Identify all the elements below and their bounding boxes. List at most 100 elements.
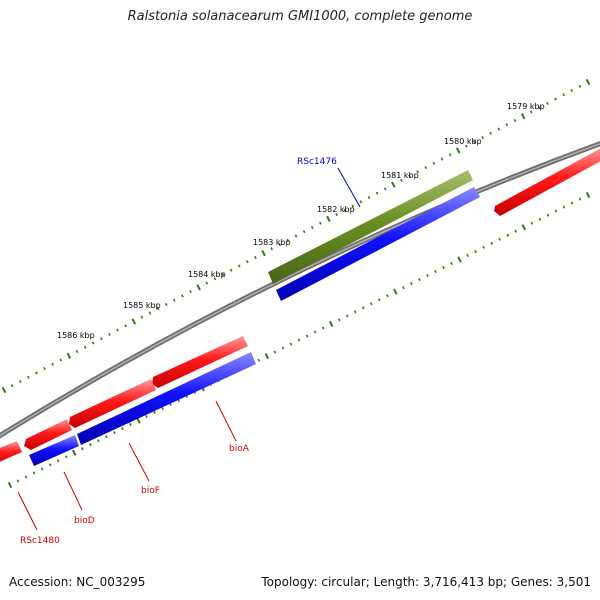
- minor-scale-tick: [546, 213, 550, 217]
- cds-feature-forward[interactable]: [494, 146, 600, 216]
- gene-label-rsc1476[interactable]: RSc1476: [297, 157, 337, 167]
- minor-scale-tick: [513, 118, 517, 123]
- minor-scale-tick: [570, 201, 574, 205]
- major-scale-tick: [326, 215, 331, 223]
- minor-scale-tick: [530, 221, 534, 225]
- minor-scale-tick: [64, 455, 68, 459]
- minor-scale-tick: [343, 208, 347, 212]
- major-scale-tick: [71, 449, 77, 456]
- accession-text: Accession: NC_003295: [9, 575, 146, 589]
- minor-scale-tick: [377, 298, 381, 302]
- gene-label-bioa[interactable]: bioA: [229, 444, 250, 454]
- minor-scale-tick: [474, 249, 477, 253]
- minor-scale-tick: [164, 302, 168, 307]
- scale-tick-label: 1581 kbp: [381, 171, 419, 180]
- minor-scale-tick: [257, 358, 261, 362]
- gene-label-biod[interactable]: bioD: [74, 516, 95, 526]
- cds-feature-reverse[interactable]: [29, 435, 79, 466]
- minor-scale-tick: [416, 170, 420, 174]
- minor-scale-tick: [473, 140, 476, 144]
- major-scale-tick: [196, 284, 201, 291]
- scale-tick-label: 1582 kbp: [317, 205, 355, 214]
- cds-feature-forward[interactable]: [152, 336, 248, 388]
- minor-scale-tick: [353, 310, 357, 314]
- cds-feature-reverse[interactable]: [77, 352, 256, 445]
- minor-scale-tick: [506, 233, 510, 237]
- minor-scale-tick: [48, 463, 52, 467]
- minor-scale-tick: [481, 136, 484, 140]
- minor-scale-tick: [96, 439, 100, 443]
- minor-scale-tick: [43, 367, 46, 371]
- minor-scale-tick: [289, 342, 293, 346]
- major-scale-tick: [264, 352, 270, 360]
- leader-line-biod: [63, 471, 83, 511]
- genome-summary-text: Topology: circular; Length: 3,716,413 bp…: [261, 575, 591, 589]
- scale-tick-label: 1583 kbp: [253, 238, 291, 247]
- minor-scale-tick: [375, 191, 379, 195]
- minor-scale-tick: [578, 197, 582, 201]
- minor-scale-tick: [440, 157, 444, 161]
- minor-scale-tick: [213, 277, 217, 281]
- minor-scale-tick: [432, 161, 436, 165]
- minor-scale-tick: [383, 187, 387, 191]
- minor-scale-tick: [505, 123, 509, 127]
- cds-feature-reverse[interactable]: [276, 187, 480, 301]
- minor-scale-tick: [116, 328, 119, 332]
- minor-scale-tick: [302, 230, 306, 234]
- outer-scale-ticks: [1, 78, 591, 394]
- minor-scale-tick: [286, 238, 290, 242]
- minor-scale-tick: [121, 427, 124, 431]
- minor-scale-tick: [498, 237, 502, 241]
- minor-scale-tick: [35, 371, 38, 375]
- minor-scale-tick: [318, 221, 322, 225]
- minor-scale-tick: [161, 406, 164, 411]
- minor-scale-tick: [140, 315, 144, 319]
- minor-scale-tick: [129, 423, 132, 427]
- cds-feature-forward[interactable]: [69, 379, 156, 428]
- forward-cds-features: [0, 146, 600, 466]
- cds-feature-forward[interactable]: [24, 419, 72, 450]
- gene-label-biof[interactable]: bioF: [141, 486, 160, 496]
- minor-scale-tick: [514, 229, 518, 233]
- minor-scale-tick: [400, 178, 403, 182]
- major-scale-tick: [585, 191, 591, 199]
- major-scale-tick: [131, 318, 137, 325]
- minor-scale-tick: [24, 475, 28, 479]
- minor-scale-tick: [40, 467, 44, 471]
- major-scale-tick: [455, 147, 461, 154]
- minor-scale-tick: [578, 84, 582, 88]
- minor-scale-tick: [181, 294, 184, 298]
- major-scale-tick: [393, 288, 398, 295]
- minor-scale-tick: [546, 101, 549, 105]
- major-scale-tick: [261, 249, 266, 257]
- minor-scale-tick: [538, 217, 542, 221]
- minor-scale-tick: [148, 311, 152, 315]
- minor-scale-tick: [51, 362, 55, 366]
- other-feature-rsc1476[interactable]: [268, 170, 473, 284]
- minor-scale-tick: [59, 358, 63, 362]
- minor-scale-tick: [99, 337, 103, 341]
- minor-scale-tick: [83, 345, 87, 349]
- minor-scale-tick: [124, 324, 128, 328]
- inner-scale-ticks: [7, 191, 591, 489]
- minor-scale-tick: [237, 264, 241, 268]
- gene-label-rsc1480[interactable]: RSc1480: [20, 536, 60, 546]
- minor-scale-tick: [273, 350, 277, 354]
- minor-scale-tick: [16, 479, 20, 483]
- minor-scale-tick: [361, 306, 365, 310]
- minor-scale-tick: [562, 93, 566, 97]
- major-scale-tick: [457, 256, 462, 263]
- cds-feature-forward[interactable]: [0, 441, 22, 466]
- scale-tick-label: 1580 kbp: [444, 137, 482, 146]
- minor-scale-tick: [345, 314, 349, 318]
- minor-scale-tick: [91, 341, 95, 345]
- minor-scale-tick: [153, 410, 156, 415]
- minor-scale-tick: [450, 261, 453, 266]
- minor-scale-tick: [497, 127, 501, 131]
- minor-scale-tick: [418, 278, 421, 282]
- major-scale-tick: [521, 224, 527, 231]
- map-title: Ralstonia solanacearum GMI1000, complete…: [127, 9, 473, 24]
- scale-tick-label: 1584 kbp: [188, 270, 226, 279]
- minor-scale-tick: [270, 247, 274, 251]
